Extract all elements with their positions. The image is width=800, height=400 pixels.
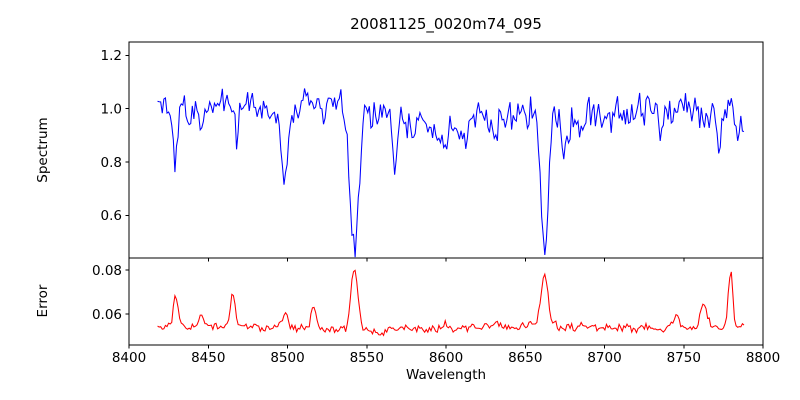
error-y-ticks: 0.06 0.08 (92, 263, 129, 323)
y-tick-label: 1.0 (101, 101, 122, 117)
spectrum-y-axis-label: Spectrum (35, 117, 51, 182)
spectrum-panel: 0.6 0.8 1.0 1.2 Spectrum (35, 41, 764, 262)
error-data-line (157, 269, 745, 337)
x-tick-label: 8500 (270, 350, 304, 366)
y-tick-label: 0.8 (101, 155, 122, 171)
x-axis-label: Wavelength (406, 367, 486, 383)
error-axes-frame (128, 257, 764, 346)
y-tick-label: 0.6 (101, 208, 122, 224)
spectrum-y-ticks: 0.6 0.8 1.0 1.2 (101, 48, 129, 224)
figure-title-group: 20081125_0020m74_095 (350, 15, 542, 34)
y-tick-label: 1.2 (101, 48, 122, 64)
x-tick-label: 8750 (667, 350, 701, 366)
x-tick-label: 8450 (191, 350, 225, 366)
y-tick-label: 0.08 (92, 263, 122, 279)
y-tick-label: 0.06 (92, 307, 122, 323)
spectrum-data-line (157, 88, 745, 258)
error-x-ticks: 8400 8450 8500 8550 8600 8650 8700 8750 8800 (112, 345, 780, 366)
x-tick-label: 8700 (587, 350, 621, 366)
x-tick-label: 8600 (429, 350, 463, 366)
error-panel: 0.06 0.08 8400 8450 8500 8550 8600 8650 8700 875… (35, 257, 780, 383)
page-title: 20081125_0020m74_095 (350, 15, 542, 34)
x-tick-label: 8800 (746, 350, 780, 366)
x-tick-label: 8650 (508, 350, 542, 366)
x-tick-label: 8550 (350, 350, 384, 366)
x-tick-label: 8400 (112, 350, 146, 366)
spectrum-axes-frame (128, 41, 764, 259)
error-y-axis-label: Error (35, 284, 51, 317)
